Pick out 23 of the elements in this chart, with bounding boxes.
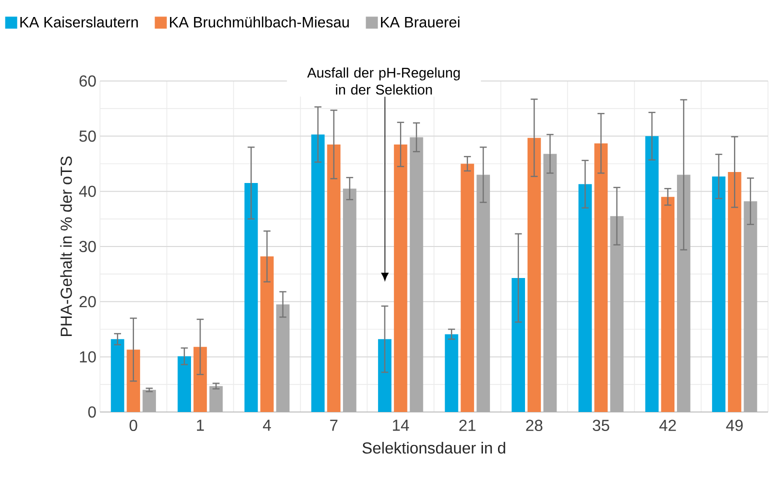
x-tick-label: 1 <box>196 420 204 431</box>
x-tick-label: 28 <box>526 420 542 432</box>
y-tick-label: 10 <box>80 351 96 362</box>
legend-label: KA Kaiserslautern <box>20 16 138 28</box>
legend-label: KA Brauerei <box>381 16 460 28</box>
y-tick-label: 0 <box>88 406 96 418</box>
y-tick-label: 60 <box>80 75 96 87</box>
x-tick-label: 42 <box>659 420 676 431</box>
annotation: Ausfall der pH-Regelung in der Selektion <box>307 67 460 95</box>
x-tick-label: 7 <box>330 420 338 431</box>
x-axis-title: Selektionsdauer in d <box>362 442 506 454</box>
x-tick-label: 4 <box>262 420 271 431</box>
y-tick-label: 20 <box>80 296 96 308</box>
y-tick-label: 30 <box>79 240 96 252</box>
legend-label: KA Bruchmühlbach-Miesau <box>170 16 349 28</box>
x-tick-label: 49 <box>726 420 743 432</box>
y-axis-title: PHA-Gehalt in % der oTS <box>60 156 72 336</box>
y-tick-label: 50 <box>79 130 96 142</box>
x-tick-label: 14 <box>392 420 409 431</box>
x-tick-label: 21 <box>459 420 476 431</box>
y-tick-label: 40 <box>79 186 96 197</box>
x-tick-label: 35 <box>592 420 610 432</box>
x-tick-label: 0 <box>130 420 138 432</box>
